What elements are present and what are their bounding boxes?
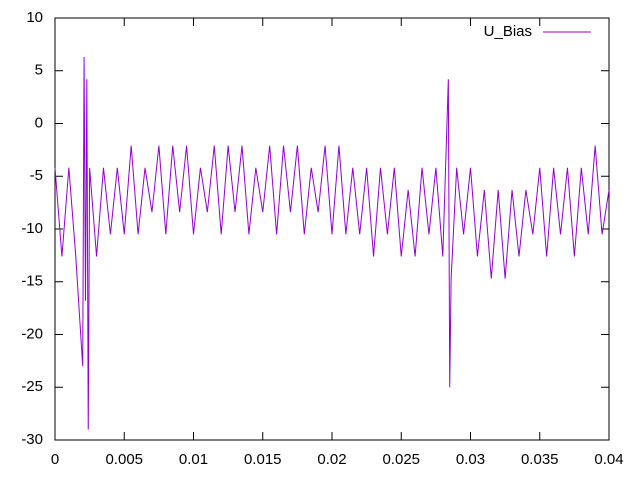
x-tick-label: 0.015 — [244, 451, 282, 468]
data-line — [54, 57, 610, 430]
y-tick-label: -20 — [21, 325, 43, 342]
x-tick-label: 0.035 — [521, 451, 559, 468]
x-tick-label: 0.005 — [105, 451, 143, 468]
x-tick-label: 0.02 — [317, 451, 346, 468]
x-tick-label: 0.01 — [179, 451, 208, 468]
y-tick-label: 0 — [35, 114, 43, 131]
x-tick-label: 0 — [51, 451, 59, 468]
y-tick-label: 5 — [35, 62, 43, 79]
x-tick-label: 0.03 — [456, 451, 485, 468]
legend-label: U_Bias — [484, 23, 532, 40]
y-tick-label: -30 — [21, 431, 43, 448]
y-tick-label: -25 — [21, 378, 43, 395]
x-tick-label: 0.04 — [594, 451, 623, 468]
y-tick-label: -5 — [30, 167, 43, 184]
y-tick-label: -10 — [21, 220, 43, 237]
y-tick-label: -15 — [21, 273, 43, 290]
y-tick-label: 10 — [26, 9, 43, 26]
x-tick-label: 0.025 — [382, 451, 420, 468]
